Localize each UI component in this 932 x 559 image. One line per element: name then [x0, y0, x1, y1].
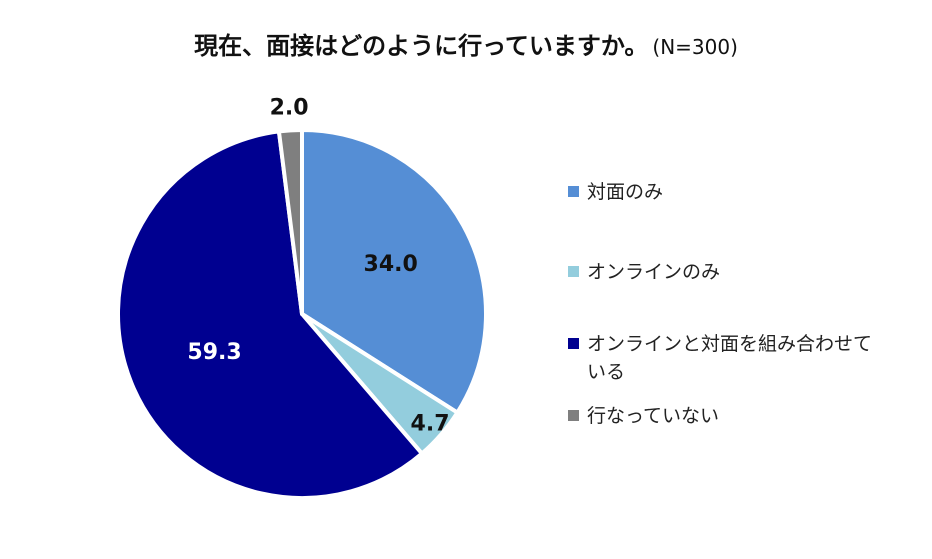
legend-label: 対面のみ [587, 181, 664, 203]
data-label-3: 59.3 [187, 340, 241, 365]
chart-title: 現在、面接はどのように行っていますか。 [194, 32, 649, 60]
chart-subtitle: (N=300) [652, 35, 738, 59]
legend-swatch-combined [568, 338, 579, 349]
legend-label: 行なっていない [587, 405, 720, 427]
legend-label: オンラインのみ [587, 261, 721, 283]
legend-item-none: 行なっていない [568, 402, 887, 430]
legend-item-combined: オンラインと対面を組み合わせている [568, 330, 877, 386]
legend-swatch-online [568, 266, 579, 277]
pie-slices [116, 128, 488, 500]
legend-label: オンラインと対面を組み合わせている [587, 333, 873, 383]
legend-swatch-taimen [568, 186, 579, 197]
data-label-1: 34.0 [364, 252, 418, 277]
legend-item-online: オンラインのみ [568, 258, 887, 286]
chart-title-block: 現在、面接はどのように行っていますか。 (N=300) [0, 26, 932, 61]
data-label-2: 4.7 [411, 412, 450, 437]
pie-slice-3 [116, 129, 424, 500]
legend-swatch-none [568, 410, 579, 421]
data-label-4: 2.0 [270, 95, 309, 120]
legend-item-taimen: 対面のみ [568, 178, 887, 206]
pie-slice-4 [276, 128, 304, 316]
pie-data-labels: 34.0 4.7 59.3 2.0 [187, 95, 449, 436]
